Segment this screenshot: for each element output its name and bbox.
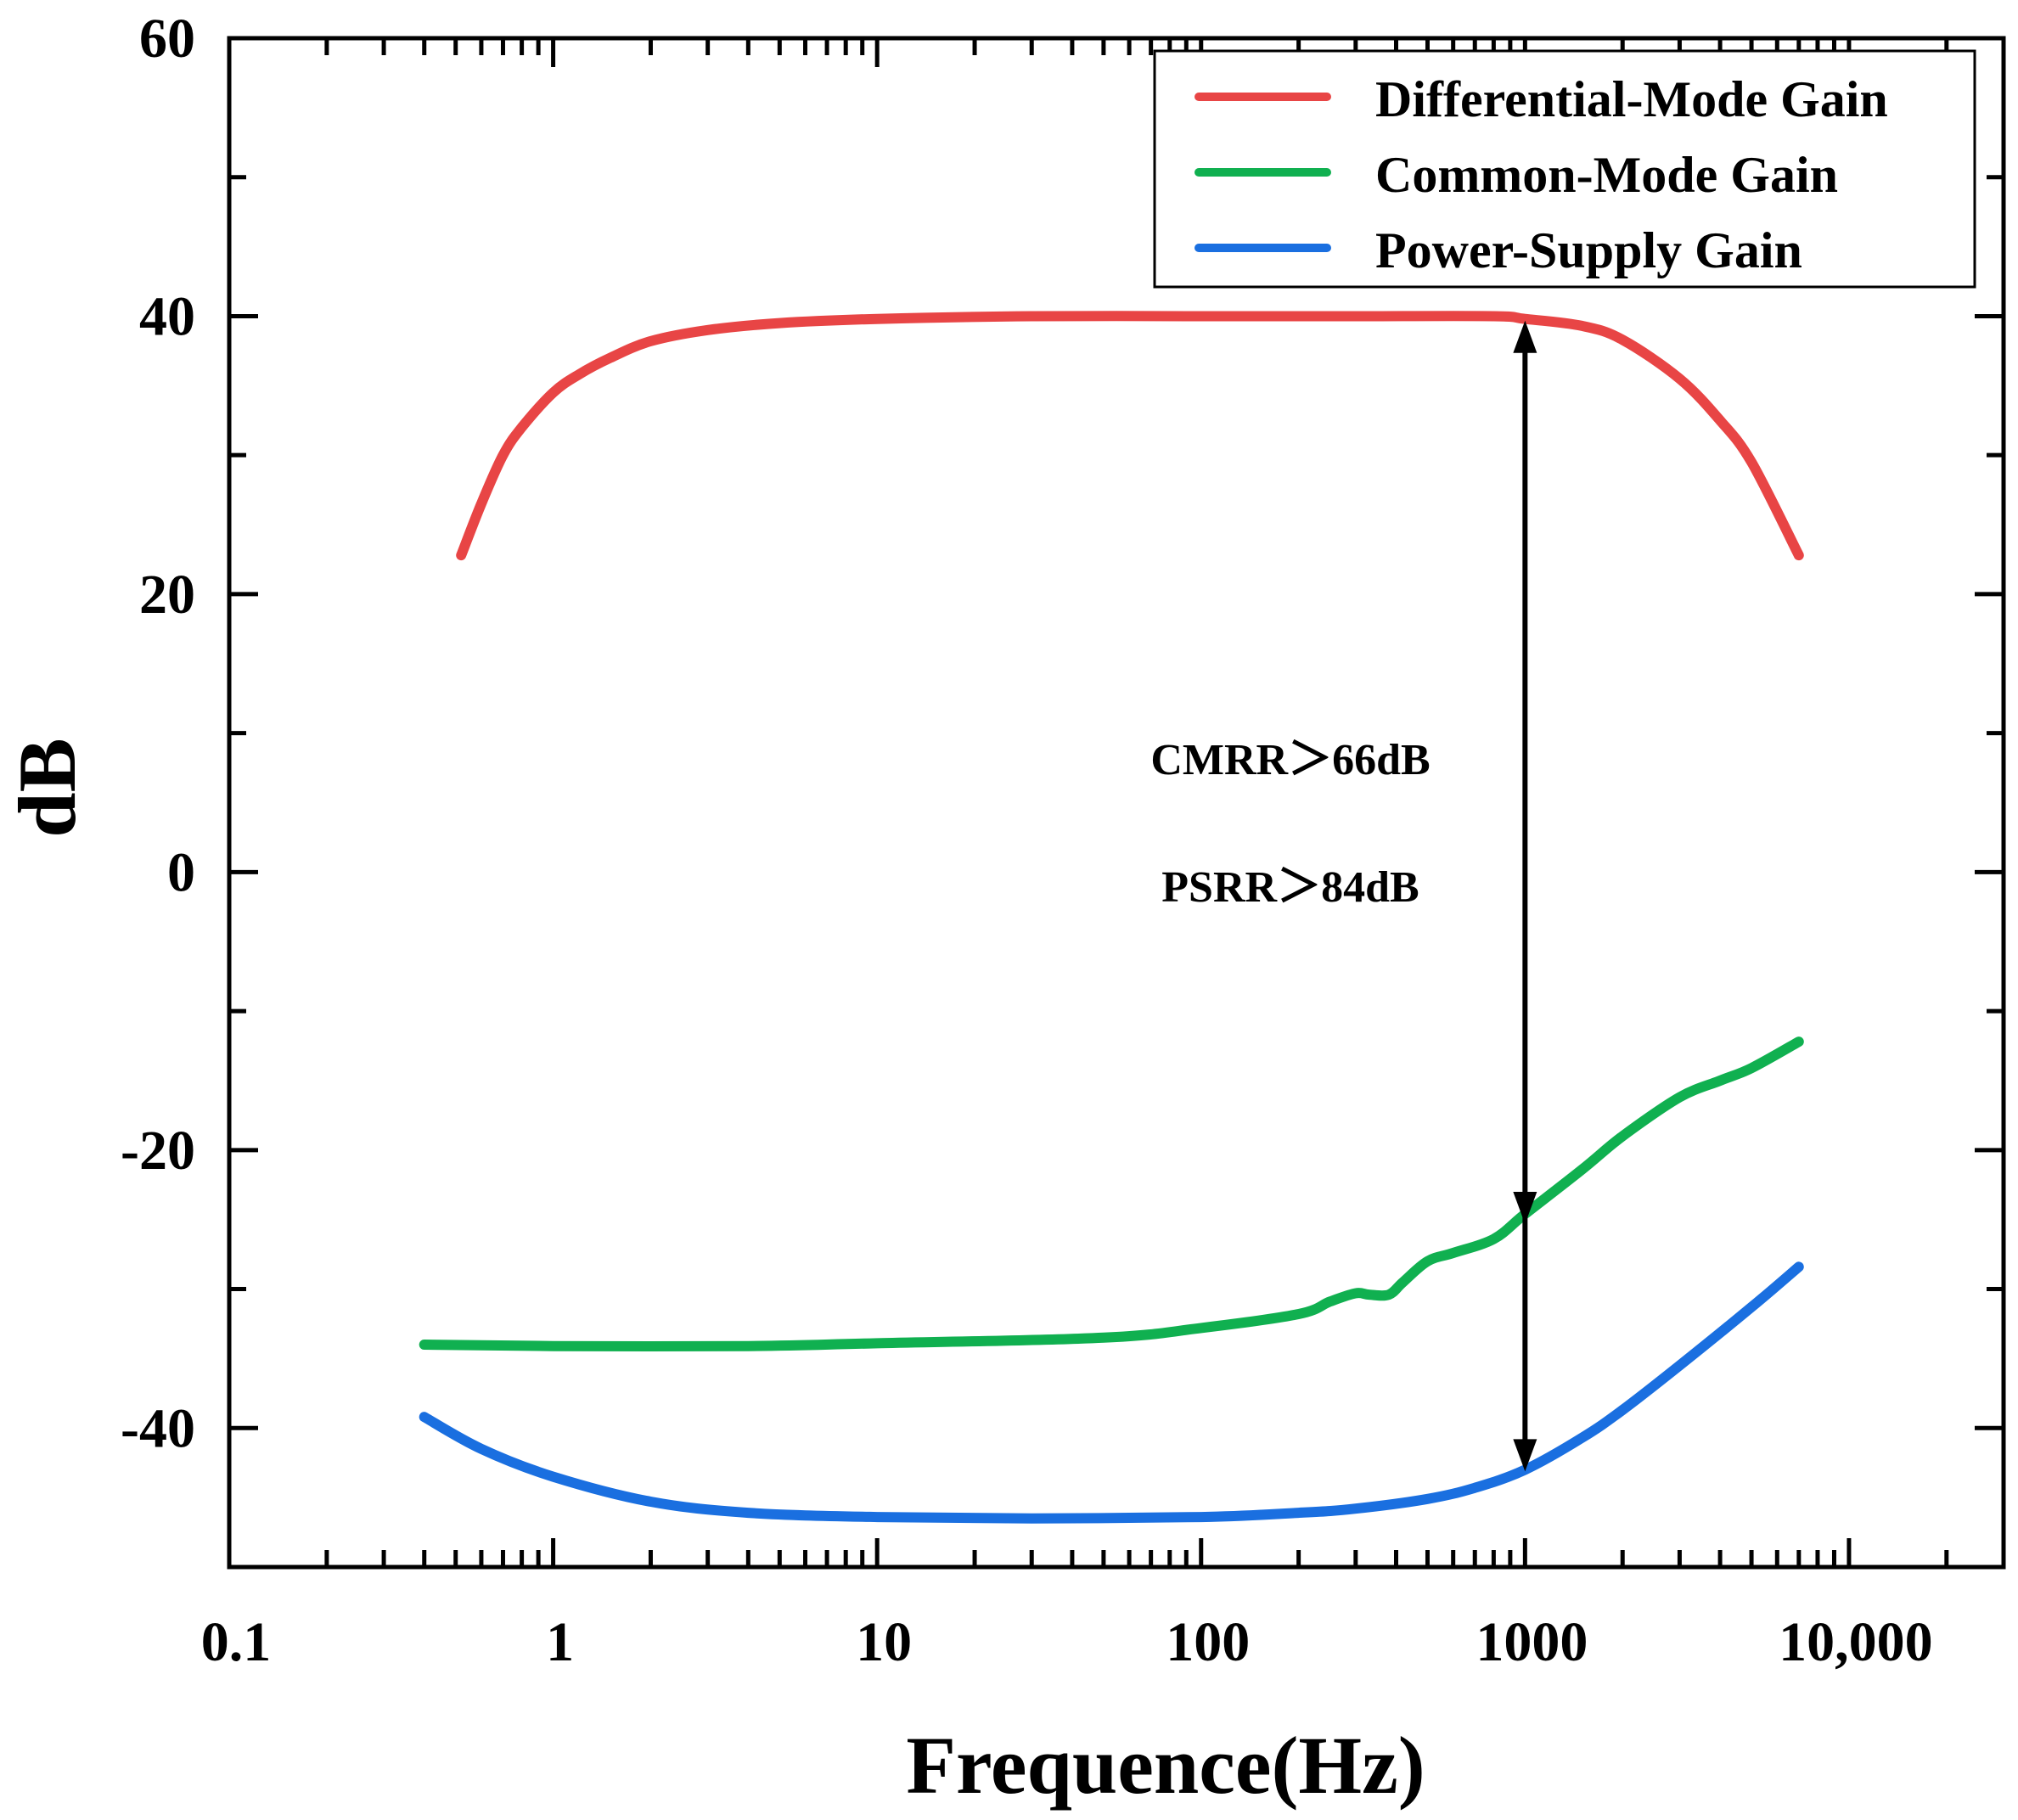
psrr-annotation: PSRR＞84dB: [1161, 863, 1419, 912]
arrowhead-cmrr: [1513, 1191, 1537, 1224]
plot-frame: [227, 36, 2006, 1570]
x-tick-label: 1: [546, 1611, 574, 1673]
y-tick-label: 0: [167, 841, 195, 903]
legend: Differential-Mode Gain Common-Mode Gain …: [1153, 49, 1976, 289]
x-tick-label: 0.1: [201, 1611, 272, 1673]
legend-label-differential: Differential-Mode Gain: [1375, 71, 1888, 127]
x-tick-label: 100: [1166, 1611, 1250, 1673]
cmrr-annotation: CMRR＞66dB: [1150, 736, 1430, 784]
series-line-differential-mode-gain: [456, 311, 1804, 561]
y-tick-label: -40: [121, 1397, 195, 1459]
x-tick-label: 10,000: [1779, 1611, 1933, 1673]
y-tick-label: 20: [139, 564, 195, 626]
series-layer: [419, 311, 1804, 1524]
arrow-layer: [1513, 320, 1537, 1472]
arrowhead-top: [1513, 320, 1537, 353]
series-line-common-mode-gain: [419, 1036, 1804, 1351]
y-tick-label: -20: [121, 1120, 195, 1182]
x-tick-label: 1000: [1476, 1611, 1588, 1673]
y-tick-label: 40: [139, 285, 195, 347]
axes-layer: [227, 36, 2006, 1570]
x-tick-label: 10: [856, 1611, 912, 1673]
series-line-power-supply-gain: [419, 1261, 1804, 1524]
legend-label-power: Power-Supply Gain: [1375, 222, 1802, 278]
legend-label-common: Common-Mode Gain: [1375, 147, 1838, 203]
y-axis-title: dB: [2, 738, 93, 837]
arrowhead-psrr: [1513, 1439, 1537, 1472]
x-axis-title: Frequence(Hz): [906, 1720, 1425, 1811]
y-tick-label: 60: [139, 8, 195, 70]
